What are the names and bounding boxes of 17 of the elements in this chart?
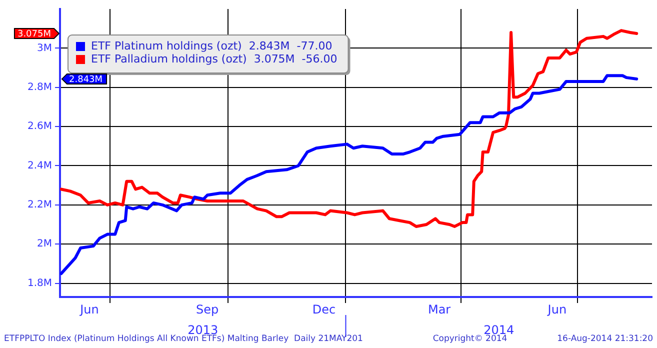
x-tick-label: Jun (79, 302, 99, 316)
y-tick-label: 2.4M (27, 160, 52, 172)
legend-label: ETF Platinum holdings (ozt) 2.843M -77.00 (91, 39, 332, 52)
y-tick-label: 2.6M (27, 121, 52, 132)
y-tick-label: 2M (37, 238, 52, 250)
legend-label: ETF Palladium holdings (ozt) 3.075M -56.00 (91, 52, 338, 66)
annotation: 2.843M (69, 74, 103, 85)
x-tick-label: Dec (312, 302, 336, 316)
x-tick-label: Sep (196, 302, 219, 316)
text: 3.075M (17, 29, 51, 40)
y-tick-label: 2.8M (27, 82, 52, 93)
y-tick-label: 1.8M (27, 278, 52, 289)
x-tick-label: Mar (428, 302, 451, 316)
y-tick-label: 2.2M (27, 200, 52, 211)
text: 16-Aug-2014 21:31:20 (557, 334, 653, 344)
x-tick-label: Jun (546, 302, 567, 316)
y-tick-label: 3M (37, 42, 52, 54)
